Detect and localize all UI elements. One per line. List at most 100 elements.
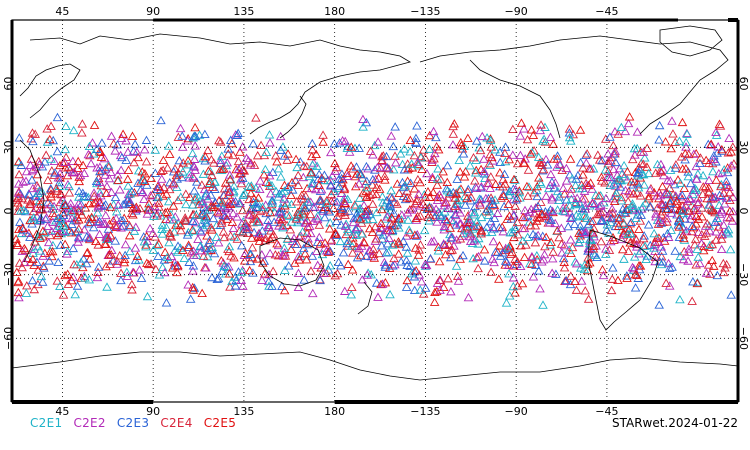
observation-marker (224, 187, 234, 196)
observation-marker (84, 234, 95, 244)
observation-marker (135, 203, 145, 213)
observation-marker (466, 192, 476, 201)
observation-marker (130, 139, 140, 148)
observation-marker (666, 225, 676, 234)
observation-marker (386, 185, 396, 195)
observation-marker (205, 235, 215, 244)
observation-marker (445, 245, 456, 255)
observation-marker (68, 243, 79, 253)
observation-marker (326, 180, 336, 189)
observation-marker (438, 282, 449, 291)
observation-marker (679, 183, 690, 192)
observation-marker (609, 196, 620, 205)
observation-marker (411, 133, 421, 142)
observation-marker (547, 254, 558, 263)
observation-marker (476, 225, 487, 235)
observation-marker (219, 261, 229, 270)
observation-marker (197, 198, 208, 207)
observation-marker (384, 164, 394, 173)
bottom-lon-label-5: −90 (505, 405, 528, 418)
observation-marker (13, 287, 24, 297)
observation-marker (38, 251, 48, 260)
observation-marker (379, 171, 390, 181)
observation-marker (54, 177, 65, 187)
observation-marker (368, 249, 379, 258)
observation-marker (355, 214, 365, 223)
observation-marker (447, 245, 458, 254)
observation-marker (267, 232, 278, 241)
observation-marker (451, 210, 461, 220)
observation-marker (676, 205, 686, 215)
observation-marker (61, 121, 71, 130)
observation-marker (382, 239, 393, 248)
observation-marker (424, 144, 435, 153)
observation-marker (342, 238, 352, 248)
observation-marker (458, 228, 469, 238)
observation-marker (655, 215, 665, 224)
observation-marker (728, 192, 738, 201)
observation-marker (246, 158, 256, 167)
observation-marker (687, 221, 697, 230)
observation-marker (405, 146, 415, 156)
observation-marker (203, 145, 213, 155)
observation-marker (74, 224, 84, 233)
observation-marker (243, 210, 254, 219)
observation-marker (471, 165, 481, 175)
observation-marker (657, 246, 668, 255)
observation-marker (665, 165, 676, 174)
observation-marker (244, 265, 255, 275)
observation-marker (690, 234, 701, 244)
observation-marker (417, 164, 427, 174)
observation-marker (528, 229, 538, 238)
observation-marker (367, 214, 378, 224)
observation-marker (645, 185, 655, 194)
observation-marker (162, 163, 173, 172)
observation-marker (543, 214, 554, 223)
observation-marker (82, 247, 93, 257)
observation-marker (660, 189, 670, 199)
observation-marker (208, 202, 219, 211)
observation-marker (494, 222, 505, 232)
observation-marker (465, 195, 476, 205)
observation-marker (154, 198, 164, 207)
observation-marker (500, 148, 510, 157)
observation-marker (237, 267, 247, 276)
observation-marker (13, 188, 24, 197)
observation-marker (118, 199, 128, 209)
left-lat-label-3: −30 (2, 263, 15, 286)
observation-marker (272, 157, 282, 166)
observation-marker (213, 238, 224, 247)
observation-marker (259, 170, 269, 179)
observation-marker (368, 199, 378, 208)
observation-marker (634, 224, 644, 234)
observation-marker (400, 181, 411, 190)
observation-marker (200, 156, 210, 165)
observation-marker (529, 146, 539, 155)
observation-marker (156, 115, 166, 125)
observation-marker (636, 246, 646, 255)
coast-south-america (587, 229, 659, 331)
observation-marker (681, 200, 691, 210)
observation-marker (373, 292, 383, 301)
observation-marker (228, 208, 238, 218)
observation-marker (300, 203, 310, 212)
observation-marker (551, 269, 561, 278)
observation-marker (223, 201, 234, 211)
observation-marker (389, 197, 400, 206)
observation-marker (83, 219, 94, 228)
observation-marker (403, 215, 413, 224)
observation-marker (238, 281, 248, 290)
observation-marker (343, 206, 354, 215)
observation-marker (110, 236, 121, 245)
observation-marker (613, 275, 623, 285)
observation-marker (165, 231, 175, 240)
observation-marker (429, 236, 439, 245)
observation-marker (519, 252, 530, 262)
observation-marker (380, 262, 391, 271)
observation-marker (350, 201, 361, 211)
observation-marker (500, 142, 511, 151)
observation-marker (381, 151, 392, 161)
observation-marker (691, 148, 701, 158)
observation-marker (176, 192, 186, 201)
observation-marker (592, 252, 602, 262)
